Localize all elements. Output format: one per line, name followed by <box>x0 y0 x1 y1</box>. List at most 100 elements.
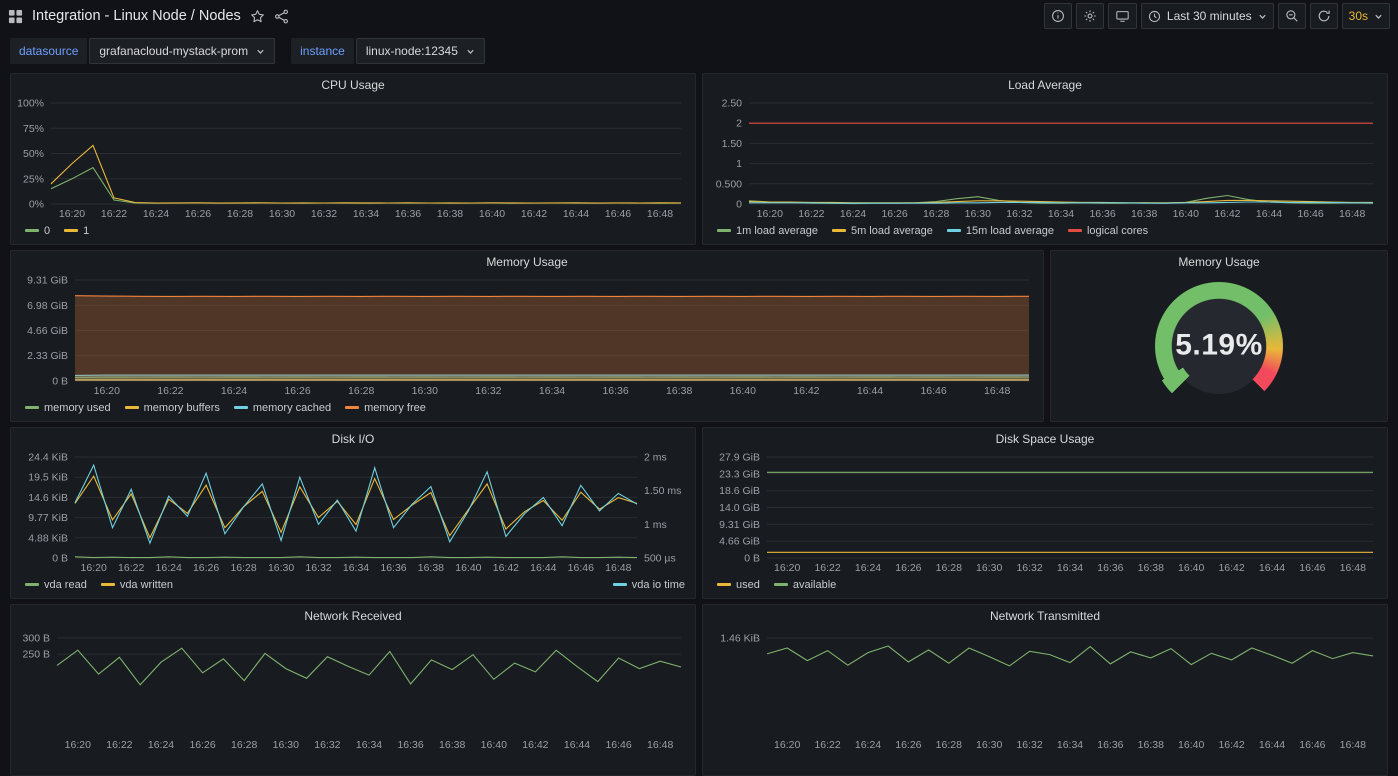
panel-memory-usage-gauge: Memory Usage 5.19% <box>1050 250 1388 422</box>
svg-text:1: 1 <box>736 158 742 170</box>
svg-text:16:30: 16:30 <box>273 739 299 751</box>
legend-item[interactable]: used <box>717 579 760 591</box>
svg-text:16:30: 16:30 <box>965 208 991 220</box>
panel-title-disk-space-usage[interactable]: Disk Space Usage <box>995 432 1095 446</box>
svg-text:16:22: 16:22 <box>118 562 144 574</box>
svg-text:1.50 ms: 1.50 ms <box>644 485 681 497</box>
panel-title-network-transmitted[interactable]: Network Transmitted <box>989 609 1101 623</box>
apps-grid-icon[interactable] <box>8 9 23 24</box>
panel-title-memory-usage[interactable]: Memory Usage <box>486 255 568 269</box>
dashboard-title: Integration - Linux Node / Nodes <box>32 8 241 24</box>
legend-item[interactable]: 0 <box>25 225 50 237</box>
legend-item[interactable]: 15m load average <box>946 225 1054 237</box>
chart-canvas[interactable]: 0 B 4.66 GiB 9.31 GiB 14.0 GiB 18.6 GiB 23.3 … <box>703 451 1387 575</box>
svg-text:16:44: 16:44 <box>564 739 590 751</box>
legend-item[interactable]: vda read <box>25 579 87 591</box>
svg-text:16:46: 16:46 <box>1299 562 1325 574</box>
star-icon[interactable] <box>250 9 265 24</box>
svg-text:2.33 GiB: 2.33 GiB <box>27 350 68 362</box>
svg-text:16:28: 16:28 <box>936 739 962 751</box>
panel-disk-space-usage: Disk Space Usage 0 B 4.66 GiB 9.31 GiB 14.0… <box>702 427 1388 599</box>
chart-canvas[interactable]: 0 0.500 1 1.50 2 2.50 16:20 16:22 16:24 16:26 16:2… <box>703 97 1387 221</box>
zoom-out-button[interactable] <box>1277 3 1306 29</box>
svg-text:16:48: 16:48 <box>1339 208 1365 220</box>
legend-item[interactable]: 1 <box>64 225 89 237</box>
chart-canvas[interactable]: 0 B 2.33 GiB 4.66 GiB 6.98 GiB 9.31 GiB 16:20… <box>11 274 1043 398</box>
legend-item[interactable]: memory cached <box>233 402 331 414</box>
chart-canvas[interactable]: 300 B 250 B 16:20 16:22 16:24 16:26 16:28 16:30… <box>11 628 695 752</box>
legend-item[interactable]: memory used <box>25 402 111 414</box>
tv-mode-button[interactable] <box>1107 3 1137 29</box>
svg-text:250 B: 250 B <box>23 649 50 661</box>
legend-item[interactable]: vda io time <box>612 579 685 591</box>
svg-text:16:48: 16:48 <box>984 385 1010 397</box>
chart-canvas[interactable]: 0 B 4.88 KiB 9.77 KiB 14.6 KiB 19.5 KiB 24.4 … <box>11 451 695 575</box>
svg-text:16:28: 16:28 <box>348 385 374 397</box>
chart-canvas[interactable]: 0% 25% 50% 75% 100% 16:20 16:22 16:24 16:26 16:28… <box>11 97 695 221</box>
legend-item[interactable]: memory free <box>345 402 426 414</box>
svg-text:16:48: 16:48 <box>1340 562 1366 574</box>
svg-text:25%: 25% <box>23 173 44 185</box>
svg-text:16:46: 16:46 <box>1299 739 1325 751</box>
svg-text:16:36: 16:36 <box>380 562 406 574</box>
gauge-value: 5.19% <box>1175 328 1263 362</box>
refresh-button[interactable] <box>1309 3 1338 29</box>
svg-text:16:34: 16:34 <box>1048 208 1074 220</box>
panel-title-disk-io[interactable]: Disk I/O <box>331 432 375 446</box>
svg-text:16:28: 16:28 <box>231 739 257 751</box>
legend-item[interactable]: vda written <box>100 579 173 591</box>
time-range-picker[interactable]: Last 30 minutes <box>1140 3 1274 29</box>
svg-text:16:44: 16:44 <box>857 385 883 397</box>
svg-text:16:26: 16:26 <box>284 385 310 397</box>
svg-text:16:48: 16:48 <box>1340 739 1366 751</box>
legend-item[interactable]: 1m load average <box>717 225 818 237</box>
panel-title-network-received[interactable]: Network Received <box>304 609 402 623</box>
svg-text:16:24: 16:24 <box>855 739 881 751</box>
dashboard-insights-button[interactable] <box>1043 3 1072 29</box>
svg-text:16:22: 16:22 <box>106 739 132 751</box>
legend-item[interactable]: 5m load average <box>831 225 933 237</box>
svg-text:16:26: 16:26 <box>881 208 907 220</box>
svg-text:16:32: 16:32 <box>1006 208 1032 220</box>
svg-text:16:26: 16:26 <box>895 739 921 751</box>
dashboard-settings-button[interactable] <box>1075 3 1104 29</box>
svg-text:100%: 100% <box>17 98 44 110</box>
svg-text:16:38: 16:38 <box>439 739 465 751</box>
svg-text:16:46: 16:46 <box>920 385 946 397</box>
variable-instance-value[interactable]: linux-node:12345 <box>355 38 485 64</box>
svg-text:18.6 GiB: 18.6 GiB <box>719 485 760 497</box>
svg-text:75%: 75% <box>23 123 44 135</box>
svg-text:16:38: 16:38 <box>1138 739 1164 751</box>
chevron-down-icon <box>1258 12 1267 21</box>
svg-text:16:26: 16:26 <box>193 562 219 574</box>
disk-io-legend: vda read vda written vda io time <box>11 575 695 598</box>
svg-text:16:38: 16:38 <box>1131 208 1157 220</box>
chart-canvas[interactable]: 1.46 KiB 16:20 16:22 16:24 16:26 16:28 16:30 16… <box>703 628 1387 752</box>
panel-title-memory-usage-gauge[interactable]: Memory Usage <box>1178 255 1260 269</box>
legend-item[interactable]: memory buffers <box>124 402 220 414</box>
info-circle-icon <box>1051 9 1065 23</box>
clock-icon <box>1148 10 1161 23</box>
share-icon[interactable] <box>274 9 289 24</box>
svg-text:16:22: 16:22 <box>157 385 183 397</box>
variable-datasource-value[interactable]: grafanacloud-mystack-prom <box>89 38 276 64</box>
svg-text:16:20: 16:20 <box>59 208 85 220</box>
svg-text:16:34: 16:34 <box>1057 739 1083 751</box>
legend-item[interactable]: available <box>773 579 836 591</box>
refresh-interval-label: 30s <box>1348 9 1368 23</box>
chevron-down-icon <box>1374 12 1383 21</box>
legend-item[interactable]: logical cores <box>1067 225 1148 237</box>
svg-text:16:26: 16:26 <box>185 208 211 220</box>
dashboard-header: Integration - Linux Node / Nodes <box>0 0 1398 30</box>
panel-title-cpu-usage[interactable]: CPU Usage <box>321 78 385 92</box>
svg-text:14.6 KiB: 14.6 KiB <box>28 492 68 504</box>
svg-text:0: 0 <box>736 199 742 211</box>
panel-title-load-average[interactable]: Load Average <box>1008 78 1082 92</box>
variable-instance-label: instance <box>291 38 354 64</box>
refresh-interval-dropdown[interactable]: 30s <box>1341 3 1390 29</box>
svg-text:16:38: 16:38 <box>437 208 463 220</box>
variable-datasource-label: datasource <box>10 38 88 64</box>
svg-text:16:32: 16:32 <box>314 739 340 751</box>
svg-text:16:40: 16:40 <box>1173 208 1199 220</box>
svg-text:1.50: 1.50 <box>722 138 743 150</box>
